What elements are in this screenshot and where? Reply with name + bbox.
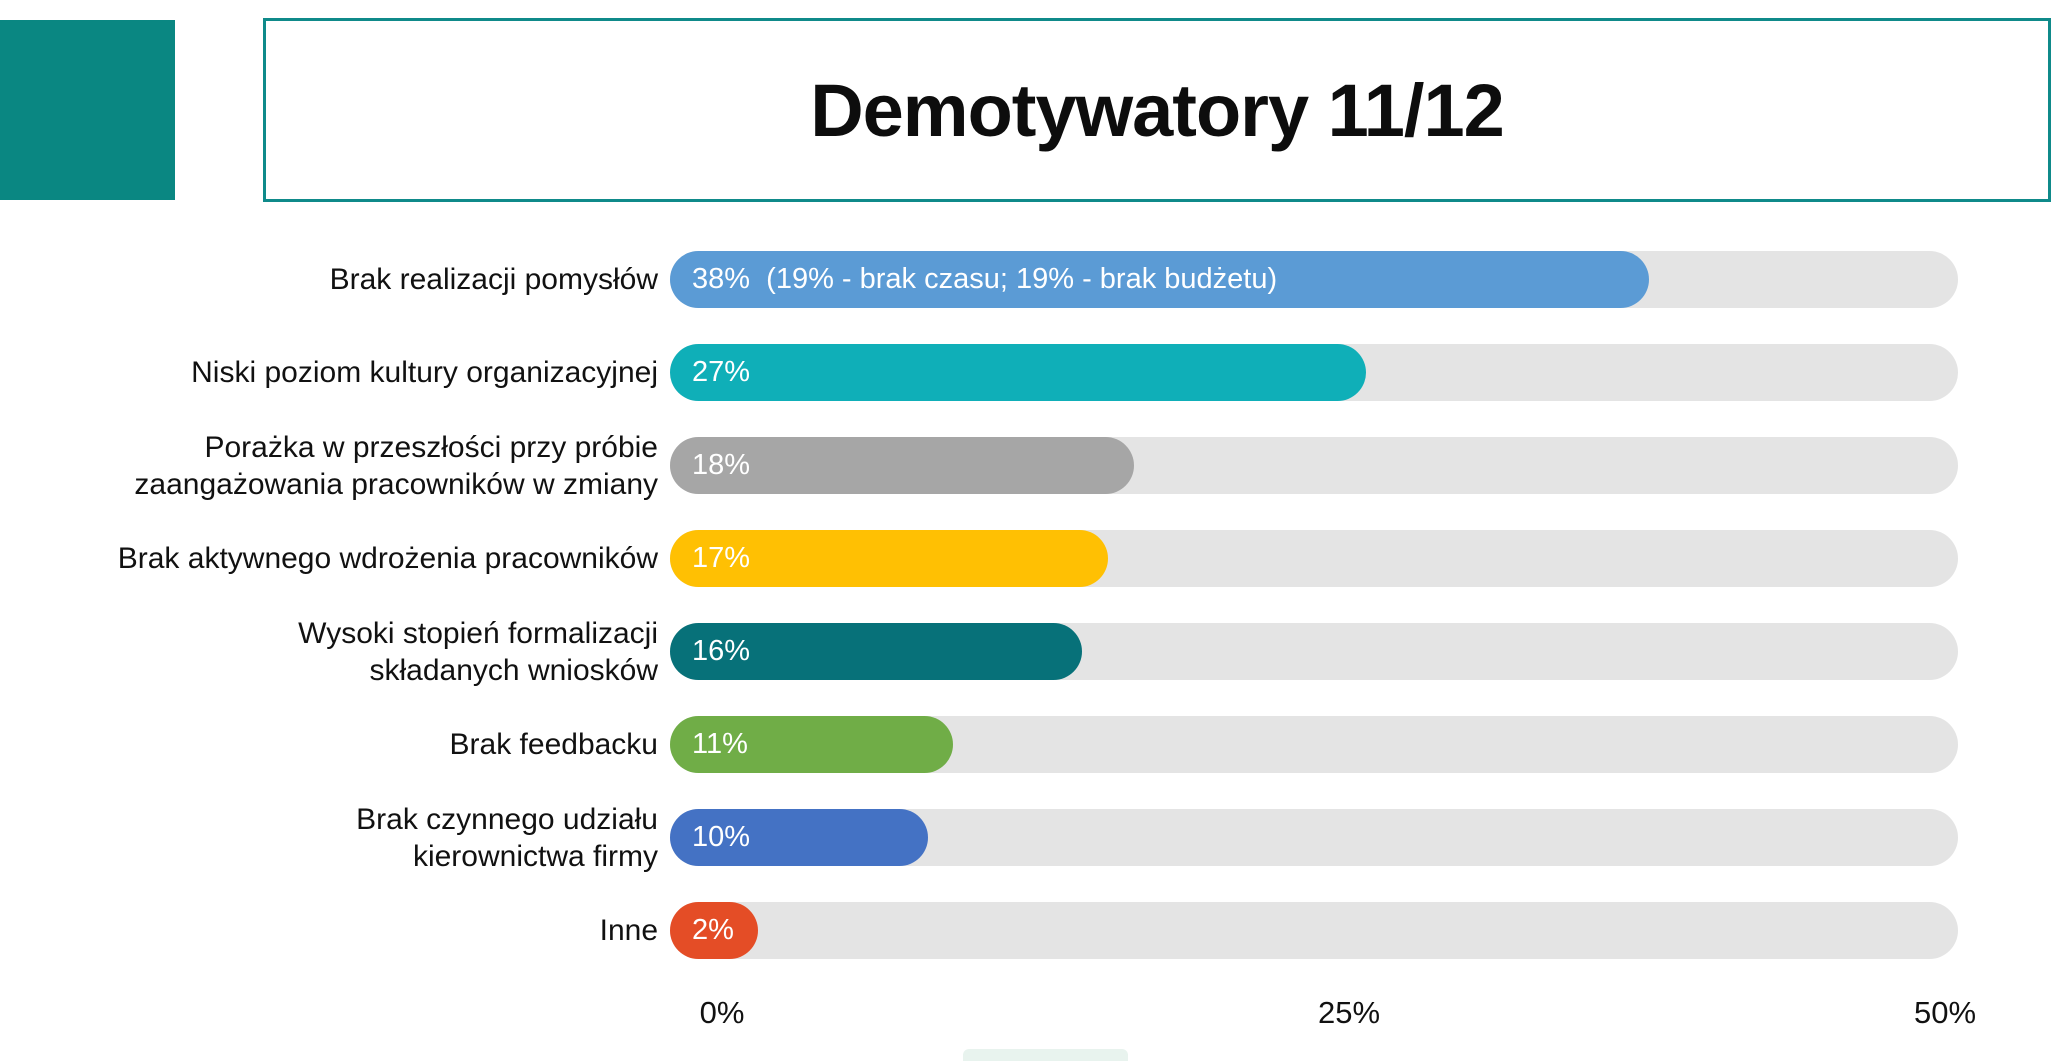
category-label: Niski poziom kultury organizacyjnej <box>0 354 658 391</box>
bar-value-label: 16% <box>692 635 751 667</box>
bar-track: 17% <box>670 530 1958 587</box>
category-label: Inne <box>0 912 658 949</box>
x-axis-tick-50: 50% <box>1913 995 1977 1030</box>
bar-value-label: 18% <box>692 449 751 481</box>
category-label-line: Inne <box>599 914 658 947</box>
watermark-remnant <box>963 1049 1128 1061</box>
bar-track: 18% <box>670 437 1958 494</box>
category-label-line: Wysoki stopień formalizacji <box>298 616 658 650</box>
bar: 38% (19% - brak czasu; 19% - brak budżet… <box>670 251 1649 308</box>
bar-track: 38% (19% - brak czasu; 19% - brak budżet… <box>670 251 1958 308</box>
x-axis-tick-0: 0% <box>699 995 745 1030</box>
bar: 17% <box>670 530 1108 587</box>
bar-value-label: 10% <box>692 821 751 853</box>
category-label-line: składanych wniosków <box>369 653 658 687</box>
category-label-line: Brak czynnego udziału <box>356 802 658 836</box>
bar: 11% <box>670 716 954 773</box>
category-label: Brak realizacji pomysłów <box>0 261 658 298</box>
bar-track: 10% <box>670 809 1958 866</box>
bar: 2% <box>670 902 758 959</box>
category-label-line: kierownictwa firmy <box>412 839 658 873</box>
bar-track: 27% <box>670 344 1958 401</box>
bar-value-label: 11% <box>692 728 748 760</box>
category-label-line: Brak aktywnego wdrożenia pracowników <box>117 542 658 575</box>
category-label: Brak czynnego udziału kierownictwa firmy <box>0 801 658 875</box>
chart-row: Brak czynnego udziału kierownictwa firmy … <box>0 791 2057 884</box>
chart-row: Brak aktywnego wdrożenia pracowników 17% <box>0 512 2057 605</box>
bar-value-label: 27% <box>692 356 751 388</box>
chart-row: Wysoki stopień formalizacji składanych wn… <box>0 605 2057 698</box>
bar-value-label: 2% <box>692 914 734 946</box>
category-label-line: Niski poziom kultury organizacyjnej <box>191 356 658 389</box>
chart-row: Niski poziom kultury organizacyjnej 27% <box>0 326 2057 419</box>
bar-chart: Brak realizacji pomysłów 38% (19% - brak… <box>0 233 2057 977</box>
bar-value-label: 17% <box>692 542 751 574</box>
category-label: Brak feedbacku <box>0 726 658 763</box>
bar-value-label: 38% (19% - brak czasu; 19% - brak budżet… <box>692 263 1278 295</box>
bar-track: 11% <box>670 716 1958 773</box>
bar: 18% <box>670 437 1134 494</box>
bar: 27% <box>670 344 1366 401</box>
category-label-line: Brak feedbacku <box>449 728 658 761</box>
bar: 16% <box>670 623 1083 680</box>
chart-row: Brak feedbacku 11% <box>0 698 2057 791</box>
title-box: Demotywatory 11/12 <box>263 18 2051 202</box>
slide-title: Demotywatory 11/12 <box>810 68 1505 152</box>
x-axis-tick-25: 25% <box>1317 995 1381 1030</box>
bar: 10% <box>670 809 928 866</box>
category-label-line: Brak realizacji pomysłów <box>329 263 658 296</box>
bar-track: 2% <box>670 902 1958 959</box>
bar-track: 16% <box>670 623 1958 680</box>
chart-row: Brak realizacji pomysłów 38% (19% - brak… <box>0 233 2057 326</box>
category-label-line: zaangażowania pracowników w zmiany <box>134 467 658 501</box>
chart-row: Inne 2% <box>0 884 2057 977</box>
category-label: Brak aktywnego wdrożenia pracowników <box>0 540 658 577</box>
category-label: Wysoki stopień formalizacji składanych wn… <box>0 615 658 689</box>
category-label-line: Porażka w przeszłości przy próbie <box>204 430 658 464</box>
accent-square <box>0 20 175 200</box>
chart-row: Porażka w przeszłości przy próbie zaangaż… <box>0 419 2057 512</box>
category-label: Porażka w przeszłości przy próbie zaangaż… <box>0 429 658 503</box>
